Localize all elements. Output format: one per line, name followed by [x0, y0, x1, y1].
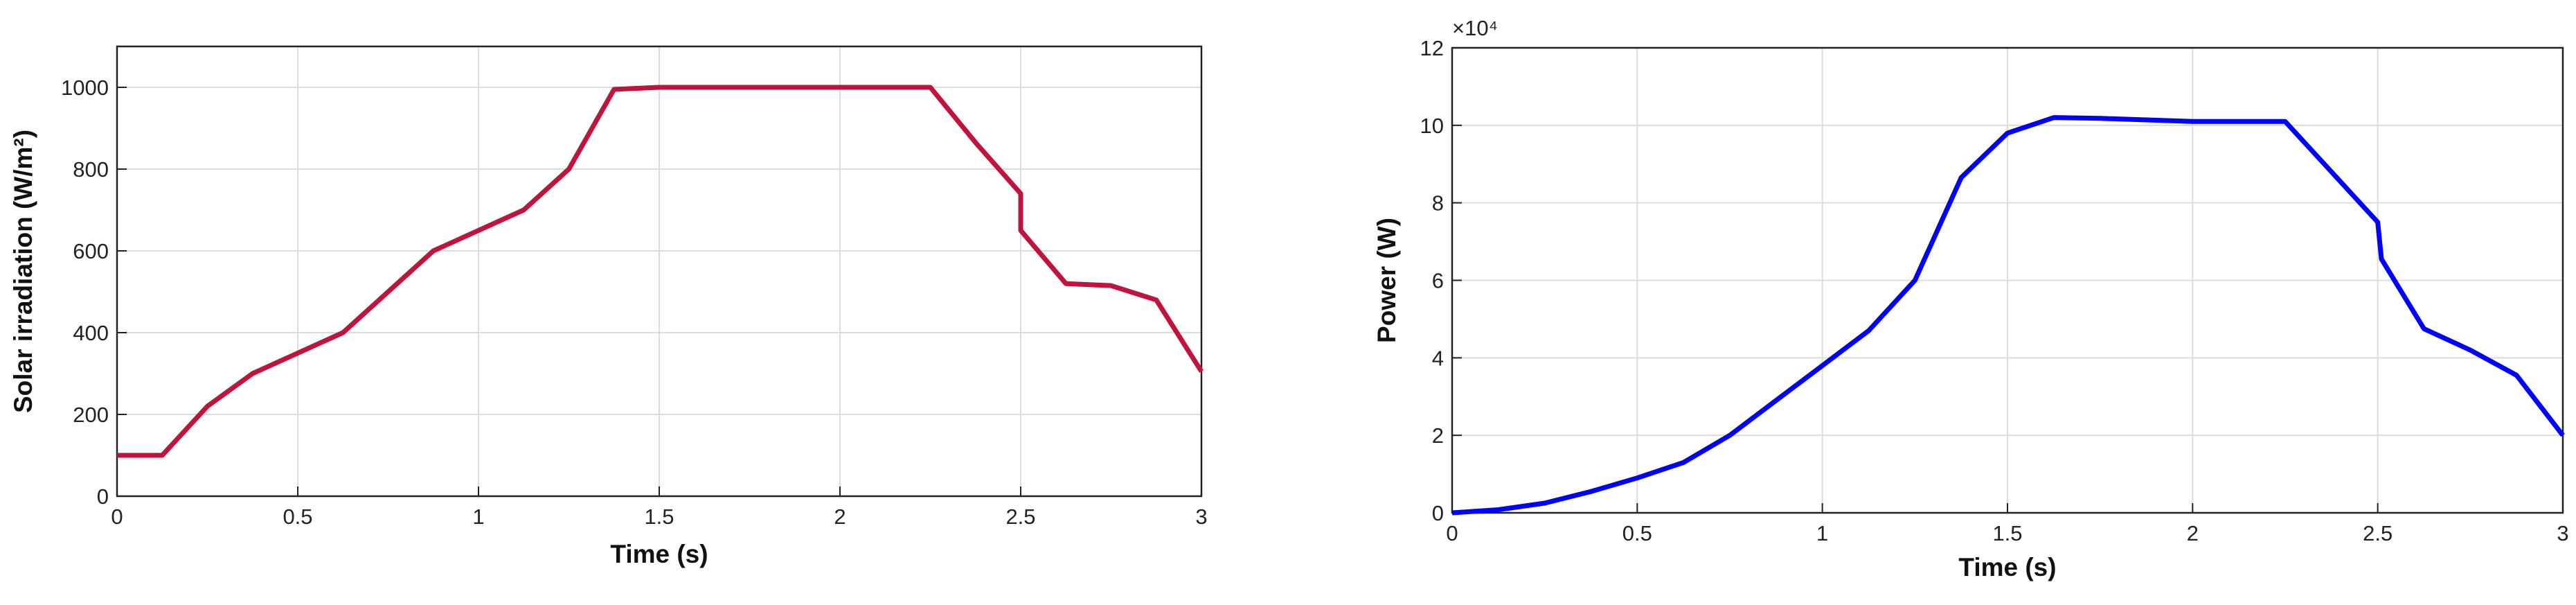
y-tick-label: 800	[73, 157, 109, 182]
y-tick-label: 2	[1432, 423, 1444, 448]
x-tick-label: 1.5	[1992, 521, 2022, 545]
axes-box	[1451, 46, 2564, 514]
data-line	[1451, 115, 2565, 516]
x-axis-label: Time (s)	[610, 540, 708, 568]
y-tick-label: 12	[1420, 36, 1444, 60]
x-tick-label: 2.5	[1005, 505, 1035, 529]
x-tick-label: 2.5	[2363, 521, 2392, 545]
x-tick-label: 0.5	[283, 505, 312, 529]
data-line	[117, 85, 1204, 458]
x-tick-label: 2	[834, 505, 846, 529]
x-tick-label: 1	[1816, 521, 1828, 545]
x-tick-label: 1	[472, 505, 484, 529]
x-tick-label: 2	[2187, 521, 2199, 545]
y-tick-label: 400	[73, 321, 109, 345]
x-tick-label: 0	[111, 505, 123, 529]
y-axis-label: Solar irradiation (W/m²)	[9, 130, 37, 413]
x-tick-label: 0	[1446, 521, 1458, 545]
y-tick-label: 200	[73, 403, 109, 427]
y-tick-label: 8	[1432, 191, 1444, 216]
x-axis-label: Time (s)	[1958, 553, 2056, 581]
x-tick-label: 3	[1195, 505, 1207, 529]
y-axis-label: Power (W)	[1372, 218, 1401, 343]
y-tick-label: 1000	[61, 76, 109, 100]
y-tick-label: 600	[73, 239, 109, 263]
x-tick-label: 1.5	[644, 505, 674, 529]
y-tick-label: 4	[1432, 346, 1444, 370]
y-tick-label: 10	[1420, 114, 1444, 138]
y-tick-label: 6	[1432, 269, 1444, 293]
y-tick-label: 0	[1432, 501, 1444, 525]
y-tick-label: 0	[97, 484, 109, 509]
x-tick-label: 0.5	[1622, 521, 1652, 545]
y-exponent-label: ×10⁴	[1452, 16, 1498, 40]
axes-box	[116, 45, 1203, 498]
x-tick-label: 3	[2557, 521, 2568, 545]
